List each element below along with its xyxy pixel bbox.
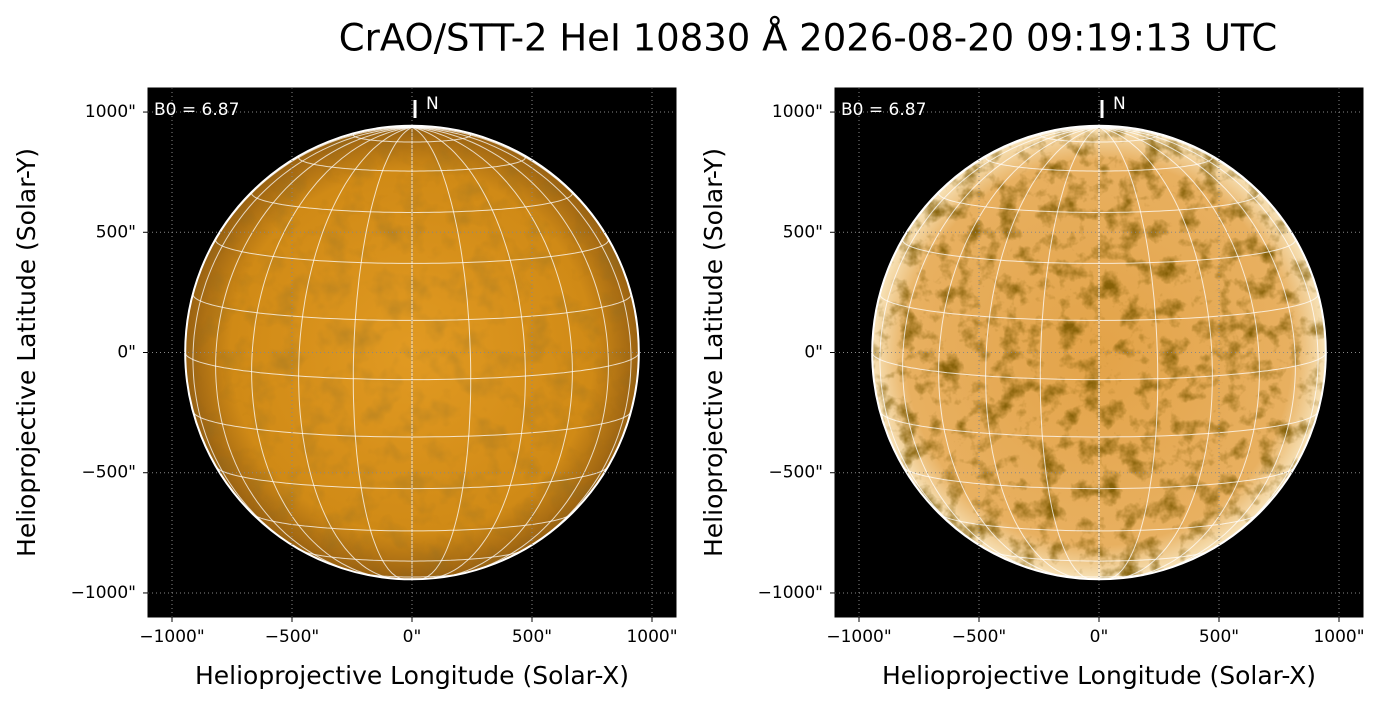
y-tick-label: 0" bbox=[117, 343, 136, 363]
heliographic-grid bbox=[1098, 126, 1213, 580]
heliographic-grid bbox=[252, 514, 572, 532]
y-axis-label: Helioprojective Latitude (Solar-Y) bbox=[699, 148, 728, 557]
heliographic-grid bbox=[879, 126, 1100, 559]
y-tick-label: −1000" bbox=[71, 583, 136, 603]
heliographic-grid bbox=[184, 352, 640, 381]
x-axis-label: Helioprojective Longitude (Solar-X) bbox=[195, 661, 629, 690]
heliographic-grid bbox=[352, 131, 472, 143]
north-label: N bbox=[426, 94, 439, 114]
heliographic-grid bbox=[411, 126, 632, 559]
heliographic-grid bbox=[902, 239, 1296, 264]
heliographic-grid bbox=[1098, 126, 1260, 579]
heliographic-grid bbox=[298, 154, 526, 172]
y-tick-label: 0" bbox=[804, 343, 823, 363]
axes-frame bbox=[834, 87, 1364, 618]
heliographic-grid bbox=[988, 550, 1210, 562]
heliographic-grid bbox=[192, 126, 413, 559]
x-tick-label: 500" bbox=[512, 627, 552, 647]
x-tick-label: −1000" bbox=[139, 627, 204, 647]
x-tick-label: −500" bbox=[265, 627, 320, 647]
heliographic-grid bbox=[301, 550, 523, 562]
x-tick-label: 500" bbox=[1199, 627, 1239, 647]
limb bbox=[184, 124, 640, 581]
x-tick-label: −1000" bbox=[826, 627, 891, 647]
heliographic-grid bbox=[411, 126, 609, 575]
heliographic-grid bbox=[938, 126, 1100, 579]
heliographic-grid bbox=[411, 126, 526, 580]
north-label: N bbox=[1113, 94, 1126, 114]
heliographic-grid bbox=[985, 126, 1100, 580]
heliographic-grid bbox=[1098, 126, 1296, 575]
heliographic-grid bbox=[939, 514, 1259, 532]
y-tick-label: −500" bbox=[81, 463, 136, 483]
heliographic-grid bbox=[215, 239, 609, 264]
y-tick-label: −500" bbox=[768, 463, 823, 483]
heliographic-grid bbox=[1098, 126, 1319, 559]
y-tick-label: 1000" bbox=[85, 102, 136, 122]
heliographic-grid bbox=[251, 126, 413, 579]
figure-title: CrAO/STT-2 HeI 10830 Å 2026-08-20 09:19:… bbox=[339, 16, 1277, 60]
heliographic-grid bbox=[411, 126, 472, 580]
heliographic-grid bbox=[871, 352, 1327, 381]
heliographic-grid bbox=[1098, 126, 1159, 580]
limb bbox=[871, 124, 1327, 581]
y-axis-label: Helioprojective Latitude (Solar-Y) bbox=[12, 148, 41, 557]
x-tick-label: 0" bbox=[1090, 627, 1109, 647]
y-tick-label: 500" bbox=[783, 222, 823, 242]
heliographic-grid bbox=[215, 126, 413, 575]
axes-frame bbox=[147, 87, 677, 618]
y-tick-label: 500" bbox=[96, 222, 136, 242]
heliographic-grid bbox=[352, 126, 413, 580]
heliographic-grid bbox=[902, 126, 1100, 575]
y-tick-label: −1000" bbox=[758, 583, 823, 603]
x-tick-label: −500" bbox=[952, 627, 1007, 647]
b0-annotation: B0 = 6.87 bbox=[841, 100, 926, 120]
heliographic-grid bbox=[985, 154, 1213, 172]
x-tick-label: 1000" bbox=[1313, 627, 1364, 647]
heliographic-grid bbox=[298, 126, 413, 580]
y-tick-label: 1000" bbox=[772, 102, 823, 122]
b0-annotation: B0 = 6.87 bbox=[154, 100, 239, 120]
heliographic-grid bbox=[1039, 131, 1159, 143]
x-tick-label: 0" bbox=[403, 627, 422, 647]
x-axis-label: Helioprojective Longitude (Solar-X) bbox=[882, 661, 1316, 690]
x-tick-label: 1000" bbox=[626, 627, 677, 647]
heliographic-grid bbox=[1039, 126, 1100, 580]
heliographic-grid bbox=[411, 126, 573, 579]
